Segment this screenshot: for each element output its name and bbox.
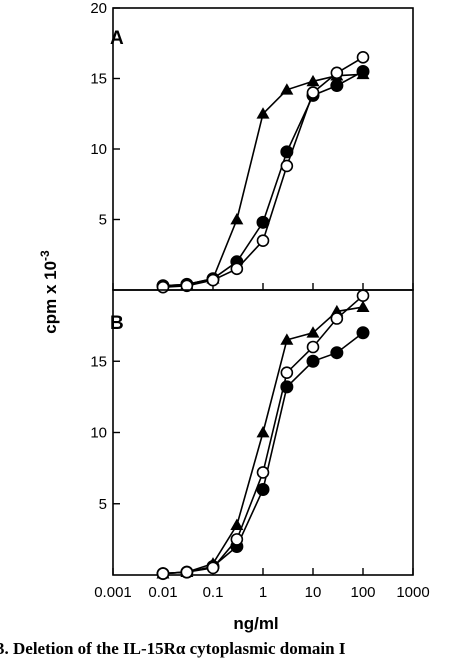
panel-a-filled-triangle-point bbox=[306, 74, 320, 87]
panel-b-open-circle-point bbox=[280, 366, 294, 379]
y-axis-title: cpm x 10-3 bbox=[38, 250, 60, 334]
panel-b-xtick-label: 1 bbox=[259, 584, 267, 601]
panel-a-filled-circle-line bbox=[162, 70, 364, 287]
panel-b-ytick-label: 15 bbox=[90, 353, 107, 370]
panel-a-filled-circle-point bbox=[356, 64, 370, 78]
panel-a-open-circle-point bbox=[256, 234, 270, 247]
panel-a-frame bbox=[112, 7, 414, 291]
panel-a-filled-circle-point bbox=[330, 79, 344, 93]
x-axis-title: ng/ml bbox=[233, 614, 278, 633]
figure-caption: 3. Deletion of the IL-15Rα cytoplasmic d… bbox=[0, 639, 346, 658]
panel-a-open-circle-point bbox=[180, 279, 194, 293]
panel-a-open-circle-point bbox=[330, 66, 344, 80]
panel-b-filled-triangle-point bbox=[230, 518, 244, 530]
panel-a-filled-triangle-point bbox=[256, 107, 270, 119]
panel-b-open-circle-point bbox=[206, 561, 220, 575]
panel-b-filled-circle-point bbox=[330, 346, 344, 360]
panel-a-open-circle-point bbox=[280, 159, 294, 173]
panel-b-open-circle-point bbox=[306, 340, 320, 354]
panel-a-letter: A bbox=[110, 28, 124, 49]
panel-b-open-circle-point bbox=[180, 565, 194, 579]
panel-b-xtick-label: 10 bbox=[305, 584, 322, 601]
panel-a: 5 10 15 20 bbox=[90, 0, 414, 294]
labels: A B cpm x 10-3 ng/ml 3. Deletion of the … bbox=[0, 28, 346, 658]
panel-a-open-circle-point bbox=[230, 262, 244, 276]
panel-b-xtick-label: 0.01 bbox=[148, 584, 177, 601]
panel-a-open-circle-point bbox=[156, 280, 170, 294]
panel-b-filled-triangle-point bbox=[356, 300, 370, 312]
panel-a-filled-circle-point bbox=[280, 145, 294, 159]
panel-a-ytick-label: 10 bbox=[90, 141, 107, 158]
panel-b-ytick-label: 10 bbox=[90, 425, 107, 442]
panel-a-ytick-label: 5 bbox=[99, 212, 107, 229]
panel-a-filled-triangle-point bbox=[280, 83, 294, 95]
panel-b: 5 10 15 0.001 0.01 0.1 1 10 100 1000 bbox=[90, 289, 430, 601]
y-axis-title-base: cpm x 10 bbox=[41, 261, 60, 334]
panel-a-filled-triangle-point bbox=[230, 213, 244, 225]
panel-b-xtick-label: 0.1 bbox=[203, 584, 224, 601]
panel-b-xtick-label: 100 bbox=[350, 584, 375, 601]
panel-b-letter: B bbox=[110, 313, 124, 334]
panel-a-open-circle-point bbox=[206, 273, 220, 287]
panel-b-filled-circle-point bbox=[356, 326, 370, 340]
panel-b-filled-triangle-point bbox=[256, 426, 270, 438]
panel-a-filled-triangle-line bbox=[162, 73, 364, 287]
panel-b-xtick-label: 0.001 bbox=[94, 584, 132, 601]
panel-b-ytick-label: 5 bbox=[99, 496, 107, 513]
panel-b-open-circle-point bbox=[330, 312, 344, 325]
panel-a-open-circle-point bbox=[306, 86, 320, 99]
panel-b-filled-circle-line bbox=[162, 332, 364, 575]
panel-a-ytick-label: 15 bbox=[90, 71, 107, 88]
panel-b-filled-circle-point bbox=[306, 354, 320, 368]
panel-b-open-circle-point bbox=[356, 289, 370, 303]
panel-a-ytick-label: 20 bbox=[90, 0, 107, 17]
panel-b-filled-triangle-point bbox=[306, 326, 320, 338]
panel-b-filled-triangle-line bbox=[162, 306, 364, 575]
panel-b-open-circle-point bbox=[256, 466, 270, 479]
panel-b-open-circle-point bbox=[230, 533, 244, 546]
panel-b-filled-triangle-point bbox=[280, 333, 294, 345]
panel-a-open-circle-line bbox=[162, 56, 364, 288]
panel-b-open-circle-point bbox=[156, 567, 170, 580]
y-axis-title-exponent: -3 bbox=[38, 250, 52, 261]
panel-a-open-circle-point bbox=[356, 51, 370, 64]
panel-b-xtick-label: 1000 bbox=[396, 584, 429, 601]
